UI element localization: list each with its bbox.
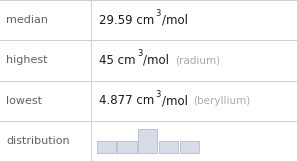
Text: (radium): (radium) [175, 55, 220, 65]
Text: (beryllium): (beryllium) [194, 96, 251, 106]
Text: 3: 3 [156, 90, 161, 99]
Bar [117, 141, 137, 153]
Text: /mol: /mol [143, 54, 169, 67]
Bar [159, 141, 178, 153]
Text: /mol: /mol [162, 94, 188, 107]
Text: 3: 3 [137, 49, 142, 58]
Text: highest: highest [6, 55, 48, 65]
Bar [97, 141, 116, 153]
Text: /mol: /mol [162, 14, 188, 27]
Text: distribution: distribution [6, 136, 69, 146]
Bar [180, 141, 199, 153]
Text: 45 cm: 45 cm [99, 54, 136, 67]
Bar [138, 129, 157, 153]
Text: 3: 3 [156, 9, 161, 18]
Text: 29.59 cm: 29.59 cm [99, 14, 155, 27]
Text: median: median [6, 15, 48, 25]
Text: lowest: lowest [6, 96, 42, 106]
Text: 4.877 cm: 4.877 cm [99, 94, 155, 107]
